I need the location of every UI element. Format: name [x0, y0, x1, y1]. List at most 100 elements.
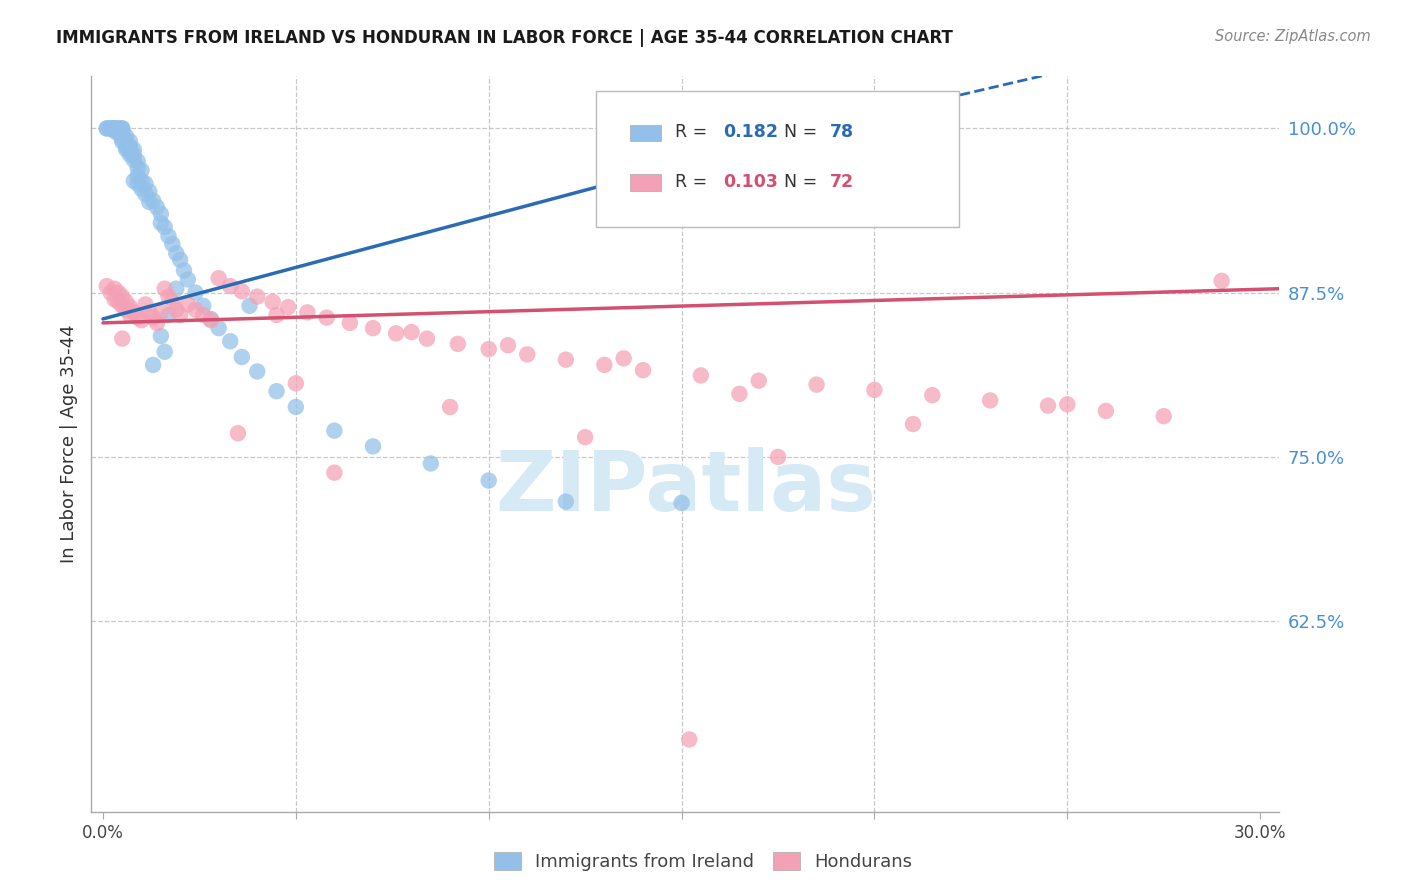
Legend: Immigrants from Ireland, Hondurans: Immigrants from Ireland, Hondurans: [486, 845, 920, 879]
Point: [169, 252, 191, 267]
Point: [162, 237, 184, 252]
Point: [1153, 409, 1175, 424]
Point: [748, 374, 770, 388]
Point: [231, 350, 253, 364]
Point: [177, 297, 200, 311]
Point: [173, 263, 195, 277]
Point: [149, 329, 172, 343]
Point: [131, 182, 153, 196]
Point: [266, 308, 288, 322]
Point: [149, 305, 172, 319]
Point: [1056, 397, 1078, 411]
Point: [131, 174, 153, 188]
Point: [131, 163, 153, 178]
Text: Source: ZipAtlas.com: Source: ZipAtlas.com: [1215, 29, 1371, 44]
FancyBboxPatch shape: [596, 90, 959, 227]
Point: [103, 121, 125, 136]
Point: [689, 368, 711, 383]
Text: 0.182: 0.182: [723, 123, 778, 142]
Point: [127, 169, 149, 183]
Point: [277, 300, 299, 314]
Point: [246, 364, 269, 378]
Point: [122, 153, 145, 167]
Point: [361, 439, 384, 453]
Point: [516, 347, 538, 361]
Point: [96, 121, 118, 136]
Point: [1095, 404, 1118, 418]
Point: [863, 383, 886, 397]
Point: [671, 496, 693, 510]
Point: [138, 194, 160, 209]
Point: [111, 299, 134, 313]
Point: [157, 289, 180, 303]
Point: [385, 326, 408, 341]
Point: [200, 312, 222, 326]
Point: [238, 299, 260, 313]
Point: [103, 121, 125, 136]
Point: [439, 400, 461, 414]
Point: [315, 310, 337, 325]
Point: [165, 282, 187, 296]
Point: [127, 310, 149, 325]
Point: [138, 185, 160, 199]
Point: [118, 147, 141, 161]
Point: [447, 337, 470, 351]
Point: [219, 334, 242, 349]
Point: [103, 121, 125, 136]
Point: [134, 297, 156, 311]
Text: R =: R =: [675, 123, 713, 142]
Text: 0.103: 0.103: [723, 173, 778, 191]
Point: [184, 285, 207, 300]
Point: [728, 387, 751, 401]
Point: [1211, 274, 1233, 288]
Point: [111, 127, 134, 141]
Point: [153, 282, 176, 296]
Point: [208, 321, 231, 335]
FancyBboxPatch shape: [630, 125, 661, 141]
Point: [111, 121, 134, 136]
Point: [111, 135, 134, 149]
Point: [142, 310, 165, 325]
Point: [193, 299, 215, 313]
Point: [226, 426, 249, 441]
Point: [100, 121, 122, 136]
Point: [613, 351, 636, 366]
Point: [107, 124, 129, 138]
Point: [921, 388, 943, 402]
Point: [111, 289, 134, 303]
Point: [96, 121, 118, 136]
Point: [297, 305, 319, 319]
Point: [478, 474, 501, 488]
Point: [149, 207, 172, 221]
Point: [134, 177, 156, 191]
Point: [165, 302, 187, 317]
Point: [496, 338, 519, 352]
Text: ZIPatlas: ZIPatlas: [495, 448, 876, 528]
Point: [115, 129, 138, 144]
Point: [1036, 399, 1059, 413]
Point: [127, 154, 149, 169]
Point: [122, 147, 145, 161]
Point: [157, 229, 180, 244]
Point: [153, 219, 176, 234]
Point: [107, 285, 129, 300]
Point: [122, 305, 145, 319]
Point: [118, 140, 141, 154]
Point: [122, 174, 145, 188]
Point: [103, 282, 125, 296]
Point: [115, 142, 138, 157]
Point: [100, 121, 122, 136]
Point: [901, 417, 924, 431]
Point: [118, 308, 141, 322]
Point: [142, 194, 165, 208]
Point: [111, 332, 134, 346]
Point: [208, 271, 231, 285]
Point: [118, 145, 141, 159]
Text: 78: 78: [830, 123, 853, 142]
Point: [323, 424, 346, 438]
Point: [678, 732, 700, 747]
Point: [361, 321, 384, 335]
Point: [103, 121, 125, 136]
Point: [118, 300, 141, 314]
Point: [127, 177, 149, 191]
